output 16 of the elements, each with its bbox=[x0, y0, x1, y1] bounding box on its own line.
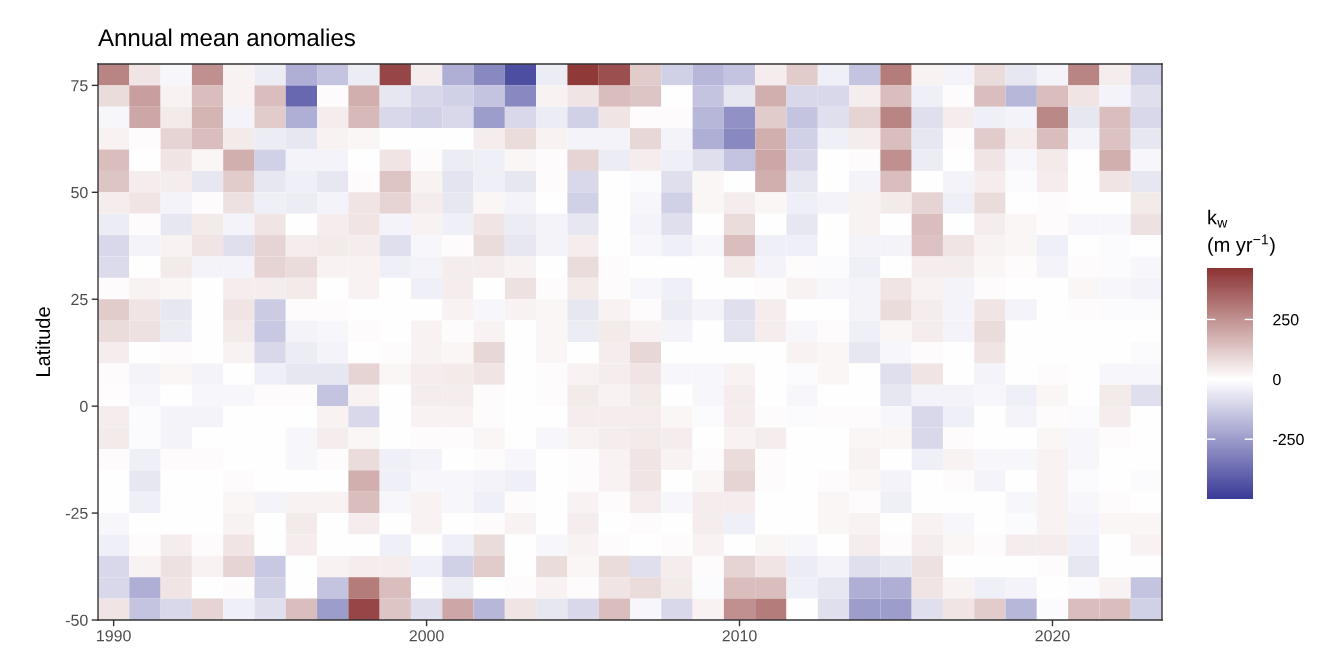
color-bar-label: 250 bbox=[1273, 314, 1299, 326]
y-axis-title: Latitude bbox=[35, 307, 51, 376]
color-bar-label: 0 bbox=[1273, 373, 1281, 386]
y-tick-label: -50 bbox=[65, 614, 88, 626]
color-bar-title: k$_{w}$ (m yr$^{−1}$) bbox=[1208, 209, 1275, 256]
x-tick-label: 2010 bbox=[722, 630, 757, 642]
x-tick-label: 2020 bbox=[1035, 630, 1070, 642]
chart-title: Annual mean anomalies bbox=[98, 28, 355, 47]
color-bar-label: -250 bbox=[1273, 433, 1304, 446]
x-tick-label: 1990 bbox=[97, 630, 131, 642]
y-tick-label: 25 bbox=[71, 293, 88, 306]
y-tick-label: -25 bbox=[65, 507, 88, 520]
x-tick-label: 2000 bbox=[409, 630, 444, 642]
y-tick-label: 0 bbox=[80, 400, 88, 413]
y-tick-label: 50 bbox=[71, 186, 88, 199]
y-tick-label: 75 bbox=[71, 80, 88, 92]
